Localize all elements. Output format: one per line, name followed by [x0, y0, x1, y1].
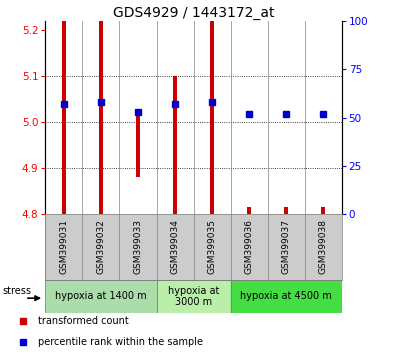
- Text: percentile rank within the sample: percentile rank within the sample: [38, 337, 203, 347]
- Bar: [284, 207, 288, 216]
- Text: GSM399037: GSM399037: [282, 219, 291, 274]
- Bar: [99, 21, 103, 214]
- Text: GSM399031: GSM399031: [59, 219, 68, 274]
- Bar: [231, 280, 342, 313]
- Bar: [210, 21, 214, 214]
- Bar: [247, 207, 251, 216]
- Text: hypoxia at
3000 m: hypoxia at 3000 m: [168, 286, 219, 307]
- Text: GSM399034: GSM399034: [171, 219, 180, 274]
- Bar: [173, 76, 177, 214]
- Text: hypoxia at 4500 m: hypoxia at 4500 m: [240, 291, 332, 302]
- Bar: [136, 113, 140, 177]
- Text: GSM399036: GSM399036: [245, 219, 254, 274]
- Bar: [45, 280, 156, 313]
- Text: hypoxia at 1400 m: hypoxia at 1400 m: [55, 291, 147, 302]
- Bar: [62, 21, 66, 214]
- Title: GDS4929 / 1443172_at: GDS4929 / 1443172_at: [113, 6, 274, 20]
- Text: stress: stress: [2, 286, 31, 296]
- Text: GSM399038: GSM399038: [319, 219, 328, 274]
- Text: GSM399032: GSM399032: [96, 219, 105, 274]
- Bar: [321, 207, 325, 216]
- Bar: [156, 280, 231, 313]
- Text: transformed count: transformed count: [38, 316, 129, 326]
- Text: GSM399033: GSM399033: [134, 219, 143, 274]
- Text: GSM399035: GSM399035: [207, 219, 216, 274]
